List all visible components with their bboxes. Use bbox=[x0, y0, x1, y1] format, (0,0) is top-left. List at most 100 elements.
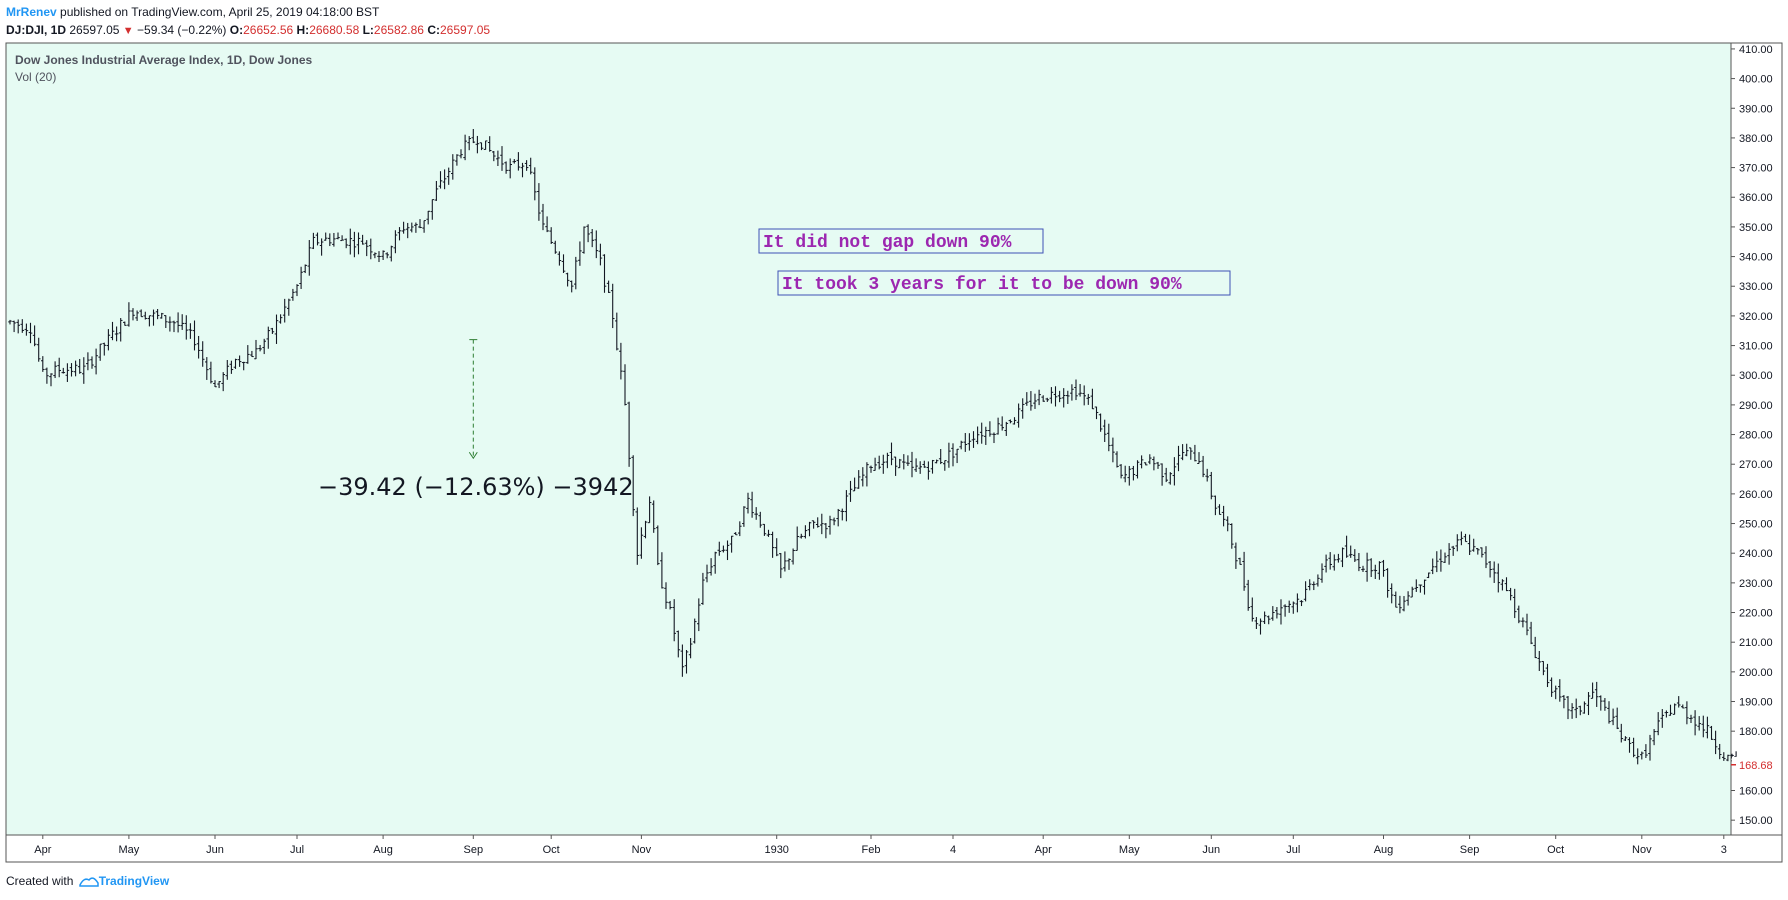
ohlc-bar bbox=[287, 298, 291, 316]
ohlc-bar bbox=[1640, 751, 1644, 760]
ohlc-bar bbox=[1603, 698, 1607, 711]
ohlc-bar bbox=[746, 492, 750, 514]
price-axis[interactable] bbox=[1730, 42, 1783, 836]
ohlc-bar bbox=[524, 160, 529, 171]
ohlc-bar bbox=[598, 243, 603, 266]
ohlc-bar bbox=[1287, 600, 1291, 613]
author-link[interactable]: MrRenev bbox=[6, 5, 57, 19]
price-tick-label: 280.00 bbox=[1739, 430, 1773, 442]
ohlc-bar bbox=[733, 532, 738, 536]
ohlc-bar bbox=[721, 545, 726, 553]
ohlc-bar bbox=[1234, 542, 1238, 569]
ohlc-bar bbox=[147, 315, 152, 327]
ohlc-bar bbox=[791, 548, 795, 565]
ohlc-bar bbox=[1627, 737, 1632, 753]
ohlc-bar bbox=[467, 136, 471, 151]
ohlc-bar bbox=[656, 525, 660, 566]
ohlc-bar bbox=[1254, 617, 1259, 630]
ohlc-bar bbox=[606, 280, 611, 293]
ohlc-bar bbox=[1189, 447, 1193, 460]
ohlc-bar bbox=[930, 459, 935, 474]
ohlc-bar bbox=[660, 552, 664, 589]
ohlc-bar bbox=[319, 238, 324, 256]
ohlc-bar bbox=[389, 245, 394, 262]
ohlc-bar bbox=[664, 582, 668, 609]
time-tick-label: Oct bbox=[1547, 844, 1564, 856]
time-tick-label: 4 bbox=[950, 844, 956, 856]
ohlc-bar bbox=[188, 323, 193, 339]
ohlc-bar bbox=[172, 320, 176, 333]
ohlc-bar bbox=[1184, 443, 1189, 457]
ohlc-bar bbox=[1225, 516, 1230, 532]
ohlc-bar bbox=[1619, 723, 1624, 743]
ohlc-bar bbox=[635, 507, 640, 565]
ohlc-bar bbox=[360, 234, 365, 245]
ohlc-bar bbox=[1205, 468, 1209, 482]
ohlc-bar bbox=[1566, 696, 1570, 720]
ohlc-bar bbox=[475, 135, 480, 154]
ohlc-bar bbox=[1693, 710, 1697, 736]
ohlc-bar bbox=[1652, 729, 1656, 746]
ohlc-bar bbox=[1258, 618, 1263, 635]
ohlc-bar bbox=[832, 517, 836, 526]
ohlc-bar bbox=[520, 162, 525, 178]
time-tick-label: Oct bbox=[543, 844, 560, 856]
ohlc-bar bbox=[471, 129, 476, 144]
ohlc-bar bbox=[1447, 543, 1451, 565]
ohlc-bar bbox=[877, 455, 881, 470]
ohlc-bar bbox=[295, 284, 299, 297]
ohlc-bar bbox=[1394, 591, 1398, 608]
ohlc-bar bbox=[1098, 413, 1103, 432]
change-value: −59.34 (−0.22%) bbox=[137, 23, 227, 37]
ohlc-bar bbox=[82, 357, 86, 384]
ohlc-bar bbox=[430, 199, 435, 220]
ohlc-bar bbox=[1295, 593, 1300, 613]
price-tick-label: 410.00 bbox=[1739, 44, 1773, 56]
ohlc-bar bbox=[315, 232, 320, 246]
ohlc-bar bbox=[352, 231, 357, 258]
ohlc-bar bbox=[1029, 391, 1033, 411]
ohlc-bar bbox=[758, 511, 763, 528]
ohlc-bar bbox=[114, 326, 119, 342]
ohlc-bar bbox=[934, 459, 939, 464]
text-annotation[interactable]: It did not gap down 90% bbox=[758, 228, 1044, 254]
ohlc-bar bbox=[1201, 455, 1205, 478]
ohlc-bar bbox=[979, 422, 984, 444]
ohlc-bar bbox=[881, 454, 886, 474]
ohlc-bar bbox=[840, 508, 845, 521]
ohlc-bar bbox=[856, 470, 861, 489]
time-axis[interactable] bbox=[5, 834, 1783, 863]
tradingview-logo-icon bbox=[78, 877, 99, 887]
price-tick-label: 340.00 bbox=[1739, 252, 1773, 264]
plot-area[interactable] bbox=[5, 42, 1732, 836]
ohlc-bar bbox=[274, 314, 279, 344]
ohlc-bar bbox=[713, 551, 717, 574]
last-price-label: 168.68 bbox=[1739, 760, 1773, 772]
ohlc-bar bbox=[422, 220, 426, 233]
ohlc-bar bbox=[1340, 547, 1345, 568]
ohlc-bar bbox=[1668, 704, 1673, 716]
ohlc-bar bbox=[332, 232, 336, 247]
ohlc-bar bbox=[914, 458, 918, 472]
price-tick-label: 230.00 bbox=[1739, 578, 1773, 590]
ohlc-bar bbox=[578, 241, 582, 266]
close-label: C: bbox=[427, 23, 440, 37]
ohlc-bar bbox=[717, 541, 722, 556]
ohlc-bar bbox=[1537, 650, 1542, 671]
text-annotation[interactable]: It took 3 years for it to be down 90% bbox=[777, 270, 1231, 296]
ohlc-bar bbox=[98, 343, 102, 361]
ohlc-bar bbox=[873, 457, 877, 471]
ohlc-bar bbox=[1410, 586, 1414, 598]
ohlc-bar bbox=[45, 367, 49, 384]
ohlc-bar bbox=[1435, 551, 1439, 573]
ohlc-bar bbox=[364, 240, 369, 257]
tradingview-brand-link[interactable]: TradingView bbox=[98, 874, 170, 888]
ohlc-bar bbox=[1635, 748, 1640, 765]
ohlc-bar bbox=[1488, 561, 1492, 578]
price-tick-label: 310.00 bbox=[1739, 341, 1773, 353]
ohlc-bar bbox=[1353, 549, 1357, 562]
ohlc-bar bbox=[32, 325, 37, 347]
ohlc-bar bbox=[1230, 523, 1234, 549]
ohlc-bar bbox=[541, 203, 545, 231]
